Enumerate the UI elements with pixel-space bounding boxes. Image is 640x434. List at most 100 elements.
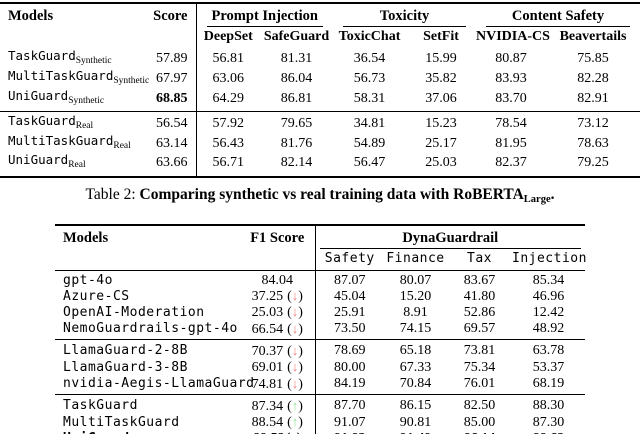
paren: ) xyxy=(298,289,303,305)
metric-cell: 74.15 xyxy=(399,321,432,337)
metric-cell: 82.50 xyxy=(447,394,512,415)
f1-cell: 69.01 (↓) xyxy=(240,359,316,376)
table2-header-row: Models Score Prompt Injection Toxicity C… xyxy=(0,3,640,48)
table-row: LlamaGuard-2-8B 70.37 (↓) 78.69 65.18 73.… xyxy=(55,339,585,360)
col-header-setfit: SetFit xyxy=(423,29,459,44)
model-cell: NemoGuardrails-gpt-4o xyxy=(55,321,240,340)
metric-cell: 80.87 xyxy=(495,51,527,66)
model-cell: LlamaGuard-2-8B xyxy=(55,339,240,360)
f1-value: 25.03 xyxy=(251,305,284,321)
f1-value: 37.25 xyxy=(251,289,284,305)
metric-cell: 56.71 xyxy=(212,155,245,171)
metric-cell: 82.91 xyxy=(577,90,609,106)
metric-cell: 58.31 xyxy=(353,90,386,106)
metric-cell: 79.65 xyxy=(260,110,333,134)
metric-cell: 41.80 xyxy=(463,288,496,304)
table-row: nvidia-Aegis-LlamaGuard 74.81 (↓) 84.19 7… xyxy=(55,375,585,395)
caption-label: Table 2: xyxy=(85,185,140,203)
metric-cell: 36.54 xyxy=(353,51,386,66)
paren: ) xyxy=(298,343,303,359)
group-rule: Content Safety xyxy=(486,8,631,27)
col-header-score: Score xyxy=(148,3,197,48)
metric-cell: 82.14 xyxy=(280,155,313,171)
table-row: TaskGuardSynthetic 57.89 56.81 81.31 36.… xyxy=(0,48,640,69)
metric-cell: 57.92 xyxy=(196,110,260,134)
table-row: UniGuardSynthetic 68.85 64.29 86.81 58.3… xyxy=(0,88,640,112)
group-header-content-safety: Content Safety xyxy=(476,3,640,27)
metric-cell: 35.82 xyxy=(425,70,457,86)
model-subscript: Synthetic xyxy=(68,95,105,106)
model-cell: nvidia-Aegis-LlamaGuard xyxy=(55,376,254,395)
metric-cell: 75.85 xyxy=(577,51,609,66)
group-label: Content Safety xyxy=(511,8,605,24)
metric-cell: 84.19 xyxy=(334,376,366,392)
metric-cell: 83.93 xyxy=(495,70,527,86)
table-row: TaskGuard 87.34 (↑) 87.70 86.15 82.50 88.… xyxy=(55,394,585,415)
model-name: LlamaGuard-2-8B xyxy=(63,343,188,359)
model-name: MultiTaskGuard xyxy=(8,67,114,83)
metric-cell: 80.07 xyxy=(399,272,432,288)
metric-cell: 63.06 xyxy=(212,70,245,86)
up-arrow-icon: ↑ xyxy=(291,397,299,413)
caption-subscript: Large xyxy=(523,193,551,205)
model-cell: UniGuardReal xyxy=(0,153,148,176)
model-name: TaskGuard xyxy=(8,112,76,128)
down-arrow-icon: ↓ xyxy=(291,304,299,320)
model-subscript: Synthetic xyxy=(113,75,150,86)
paren: ) xyxy=(298,376,303,392)
table-row: LlamaGuard-3-8B 69.01 (↓) 80.00 67.33 75.… xyxy=(55,359,585,376)
caption-period: . xyxy=(550,185,555,203)
col-header-models: Models xyxy=(8,8,54,24)
delta-indicator: (↑) xyxy=(286,430,302,434)
model-cell: TaskGuard xyxy=(55,394,240,415)
paren: ( xyxy=(286,431,291,434)
model-cell: UniGuard xyxy=(55,430,240,434)
table3-header-row: Models F1 Score DynaGuardrail xyxy=(55,224,585,271)
f1-cell: 37.25 (↓) xyxy=(240,288,316,305)
score-cell: 68.85 xyxy=(148,88,197,112)
col-header-safeguard: SafeGuard xyxy=(263,29,330,44)
model-name: Azure-CS xyxy=(63,288,130,304)
metric-cell: 88.30 xyxy=(512,394,585,415)
metric-cell: 34.81 xyxy=(333,110,406,134)
paren: ( xyxy=(287,321,292,337)
model-name: TaskGuard xyxy=(8,48,76,63)
model-name: nvidia-Aegis-LlamaGuard xyxy=(63,376,255,392)
table-dynaguardrail-f1: Models F1 Score DynaGuardrail Safety Fin… xyxy=(55,223,586,434)
metric-cell: 75.34 xyxy=(463,359,496,375)
metric-cell: 67.33 xyxy=(399,359,432,375)
model-subscript: Synthetic xyxy=(75,56,112,66)
metric-cell: 15.20 xyxy=(399,288,432,304)
group-header-dynaguardrail: DynaGuardrail xyxy=(315,225,585,249)
metric-cell: 78.69 xyxy=(315,339,384,360)
metric-cell: 69.57 xyxy=(463,321,496,337)
table-row: MultiTaskGuard 88.54 (↑) 91.07 90.81 85.0… xyxy=(55,414,585,431)
paren: ) xyxy=(298,305,303,321)
col-header-f1-score: F1 Score xyxy=(240,224,316,271)
table-row: UniGuardReal 63.66 56.71 82.14 56.47 25.… xyxy=(0,153,640,177)
down-arrow-icon: ↓ xyxy=(291,288,299,304)
metric-cell: 86.04 xyxy=(280,70,313,86)
metric-cell: 86.15 xyxy=(384,394,447,415)
metric-cell: 73.12 xyxy=(546,110,640,134)
model-cell: UniGuardSynthetic xyxy=(0,88,148,112)
metric-cell: 53.37 xyxy=(532,359,565,375)
metric-cell: 56.47 xyxy=(353,155,386,171)
delta-indicator: (↓) xyxy=(287,304,303,321)
metric-cell: 82.28 xyxy=(577,70,609,86)
metric-cell: 79.25 xyxy=(577,155,609,171)
delta-indicator: (↓) xyxy=(287,321,303,337)
metric-cell: 86.81 xyxy=(280,90,313,106)
f1-cell: 25.03 (↓) xyxy=(240,304,316,321)
up-arrow-icon: ↑ xyxy=(290,430,297,434)
f1-value: 69.01 xyxy=(251,360,284,376)
delta-indicator: (↓) xyxy=(287,343,303,359)
metric-cell: 37.06 xyxy=(425,90,457,106)
score-cell: 56.54 xyxy=(148,110,197,134)
col-header-finance: Finance xyxy=(384,248,447,271)
metric-cell: 83.67 xyxy=(463,272,496,288)
model-cell: MultiTaskGuardSynthetic xyxy=(0,67,150,89)
metric-cell: 88.62 xyxy=(512,430,585,434)
table3-subheader-row: Safety Finance Tax Injection xyxy=(55,248,586,271)
model-cell: OpenAI-Moderation xyxy=(55,304,240,320)
